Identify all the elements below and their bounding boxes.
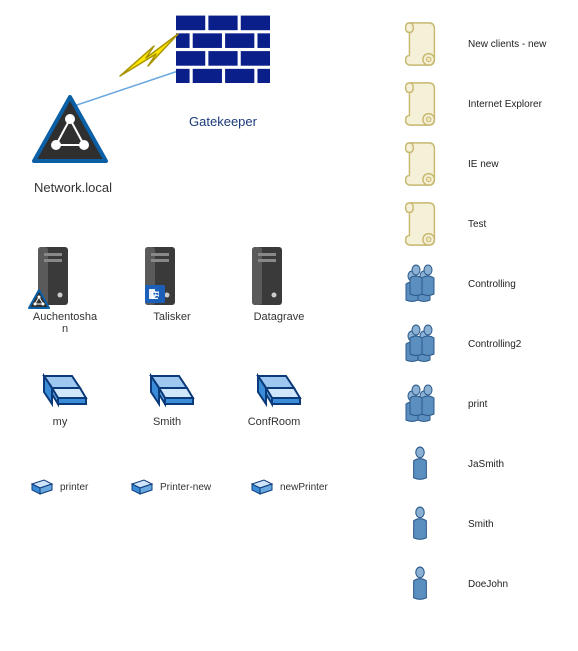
printer-label: Printer-new	[160, 482, 211, 493]
side-label: JaSmith	[468, 459, 504, 470]
laptop-smith: Smith	[137, 370, 207, 428]
side-item-0: New clients - new	[398, 18, 568, 70]
scroll-icon	[400, 139, 440, 189]
server-label: Auchentoshan	[30, 311, 100, 335]
printer-label: printer	[60, 482, 88, 493]
side-item-6: print	[398, 378, 568, 430]
scroll-icon	[400, 19, 440, 69]
laptop-my: my	[30, 370, 100, 428]
side-item-3: Test	[398, 198, 568, 250]
side-item-7: JaSmith	[398, 438, 568, 490]
gatekeeper-label: Gatekeeper	[176, 114, 270, 129]
person-icon	[409, 566, 431, 602]
scroll-icon	[400, 199, 440, 249]
side-item-4: Controlling	[398, 258, 568, 310]
group-icon	[401, 384, 439, 424]
group-icon	[401, 324, 439, 364]
laptop-label: ConfRoom	[244, 416, 304, 428]
scroll-icon	[400, 79, 440, 129]
laptop-confroom: ConfRoom	[244, 370, 314, 428]
side-label: Controlling2	[468, 339, 521, 350]
side-label: DoeJohn	[468, 579, 508, 590]
lightning-icon	[116, 32, 180, 80]
server-icon	[244, 245, 290, 307]
printer-printer: printer	[30, 478, 88, 496]
network-triangle-icon	[30, 95, 110, 165]
person-icon	[409, 446, 431, 482]
side-label: New clients - new	[468, 39, 546, 50]
server-talisker: Talisker	[137, 245, 207, 323]
person-icon	[409, 506, 431, 542]
side-label: Smith	[468, 519, 494, 530]
side-item-1: Internet Explorer	[398, 78, 568, 130]
side-label: IE new	[468, 159, 499, 170]
server-datagrave: Datagrave	[244, 245, 314, 323]
server-label: Datagrave	[244, 311, 314, 323]
laptop-label: Smith	[137, 416, 197, 428]
network-label: Network.local	[18, 180, 128, 195]
side-item-8: Smith	[398, 498, 568, 550]
server-label: Talisker	[137, 311, 207, 323]
printer-icon	[250, 478, 274, 496]
laptop-icon	[137, 370, 195, 410]
printer-label: newPrinter	[280, 482, 328, 493]
printer-icon	[130, 478, 154, 496]
side-item-2: IE new	[398, 138, 568, 190]
laptop-icon	[30, 370, 88, 410]
printer-newprinter: newPrinter	[250, 478, 328, 496]
side-label: Internet Explorer	[468, 99, 542, 110]
firewall-icon	[176, 15, 270, 83]
printer-icon	[30, 478, 54, 496]
server-auchentoshan: Auchentoshan	[30, 245, 100, 335]
group-icon	[401, 264, 439, 304]
laptop-label: my	[30, 416, 90, 428]
laptop-icon	[244, 370, 302, 410]
printer-printer-new: Printer-new	[130, 478, 211, 496]
side-label: Test	[468, 219, 486, 230]
side-item-5: Controlling2	[398, 318, 568, 370]
side-label: Controlling	[468, 279, 516, 290]
side-item-9: DoeJohn	[398, 558, 568, 610]
side-label: print	[468, 399, 487, 410]
